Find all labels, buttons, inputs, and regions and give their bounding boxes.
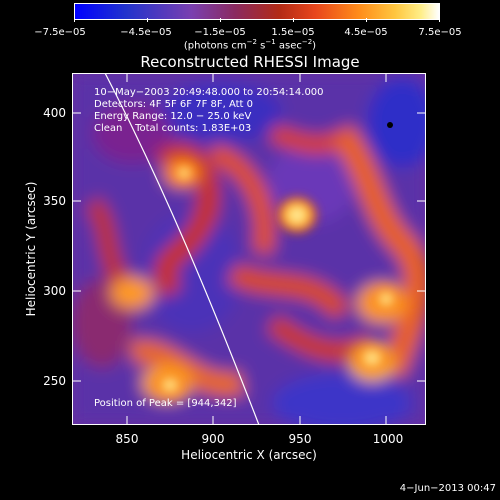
units-exponent: −2	[246, 38, 257, 46]
x-axis-label: Heliocentric X (arcsec)	[181, 448, 317, 462]
colorbar-tick-mark	[220, 18, 221, 22]
units-text: (photons cm	[183, 40, 247, 52]
rhessi-image	[72, 73, 426, 425]
x-tick-label: 1000	[372, 432, 404, 446]
units-exponent: −1	[265, 38, 276, 46]
colorbar-tick-mark	[74, 18, 75, 22]
y-axis-label: Heliocentric Y (arcsec)	[24, 181, 38, 317]
image-dark-spot	[387, 122, 393, 128]
colorbar-tick-mark	[366, 18, 367, 22]
y-tick-label: 300	[43, 284, 66, 298]
x-tick-label: 900	[201, 432, 225, 446]
colorbar-units: (photons cm−2 s−1 asec−2)	[0, 38, 500, 51]
colorbar-tick-label: 1.5e−05	[271, 27, 315, 38]
detectors-text: Detectors: 4F 5F 6F 7F 8F, Att 0	[94, 99, 254, 110]
colorbar-tick-label: −1.5e−05	[194, 27, 246, 38]
colorbar-tick-label: 7.5e−05	[418, 27, 462, 38]
clean-counts-text: Clean Total counts: 1.83E+03	[94, 123, 252, 134]
colorbar	[74, 3, 440, 20]
timestamp-footer: 4−Jun−2013 00:47	[399, 483, 496, 494]
peak-position-text: Position of Peak = [944,342]	[94, 398, 237, 409]
colorbar-tick-mark	[439, 18, 440, 22]
energy-range-text: Energy Range: 12.0 − 25.0 keV	[94, 111, 252, 122]
x-tick-label: 850	[115, 432, 139, 446]
units-text: asec	[275, 40, 302, 52]
y-tick-label: 350	[43, 194, 66, 208]
colorbar-tick-label: 4.5e−05	[344, 27, 388, 38]
units-text: s	[256, 40, 266, 52]
axis-ticks	[73, 74, 425, 424]
colorbar-tick-mark	[293, 18, 294, 22]
time-range-text: 10−May−2003 20:49:48.000 to 20:54:14.000	[94, 87, 324, 98]
x-tick-label: 950	[288, 432, 312, 446]
y-tick-label: 400	[43, 106, 66, 120]
colorbar-tick-label: −7.5e−05	[34, 27, 86, 38]
image-hotspots	[154, 163, 400, 397]
rhessi-image-canvas	[72, 73, 426, 425]
units-text: )	[312, 40, 317, 52]
y-tick-label: 250	[43, 374, 66, 388]
colorbar-tick-mark	[147, 18, 148, 22]
plot-title: Reconstructed RHESSI Image	[140, 53, 360, 71]
solar-limb-line	[104, 73, 260, 425]
colorbar-tick-label: −4.5e−05	[120, 27, 172, 38]
units-exponent: −2	[301, 38, 313, 46]
